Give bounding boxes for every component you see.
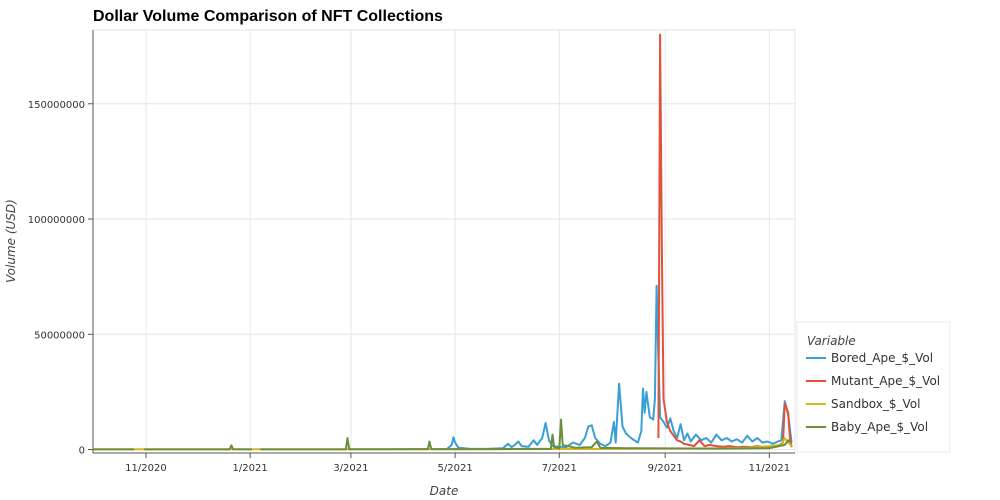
axes	[92, 30, 795, 454]
legend-items: Bored_Ape_$_Vol Mutant_Ape_$_Vol Sandbox_$…	[806, 351, 940, 434]
legend: Variable Bored_Ape_$_Vol Mutant_Ape_$_Vol…	[796, 321, 951, 453]
series-line-bored-ape-vol	[445, 284, 793, 451]
y-tick-label: 50000000	[34, 330, 85, 341]
legend-item-label: Bored_Ape_$_Vol	[831, 351, 933, 365]
x-tick-label: 11/2020	[125, 463, 167, 474]
chart-title: Dollar Volume Comparison of NFT Collecti…	[93, 8, 443, 25]
series-lines	[93, 33, 793, 451]
x-tick-label: 5/2021	[438, 463, 473, 474]
legend-title: Variable	[807, 334, 856, 348]
y-axis-ticks: 0 50000000 100000000 150000000	[28, 100, 93, 457]
y-tick-label: 100000000	[28, 215, 85, 226]
legend-item-label: Sandbox_$_Vol	[831, 397, 920, 411]
legend-box	[796, 321, 951, 453]
x-tick-label: 3/2021	[333, 463, 368, 474]
x-tick-label: 7/2021	[542, 463, 577, 474]
y-axis-label: Volume (USD)	[4, 199, 18, 283]
x-axis-ticks: 11/2020 1/2021 3/2021 5/2021 7/2021 9/2021 11/…	[125, 453, 790, 474]
x-tick-label: 9/2021	[648, 463, 683, 474]
legend-item-label: Mutant_Ape_$_Vol	[831, 374, 940, 388]
plot-area	[92, 29, 796, 454]
x-tick-label: 1/2021	[233, 463, 268, 474]
series-line-baby-ape-vol	[93, 418, 793, 451]
y-tick-label: 0	[79, 446, 85, 457]
legend-item-label: Baby_Ape_$_Vol	[831, 420, 928, 434]
grid	[93, 30, 795, 453]
x-axis-label: Date	[430, 484, 459, 498]
y-tick-label: 150000000	[28, 100, 85, 111]
x-tick-label: 11/2021	[749, 463, 791, 474]
